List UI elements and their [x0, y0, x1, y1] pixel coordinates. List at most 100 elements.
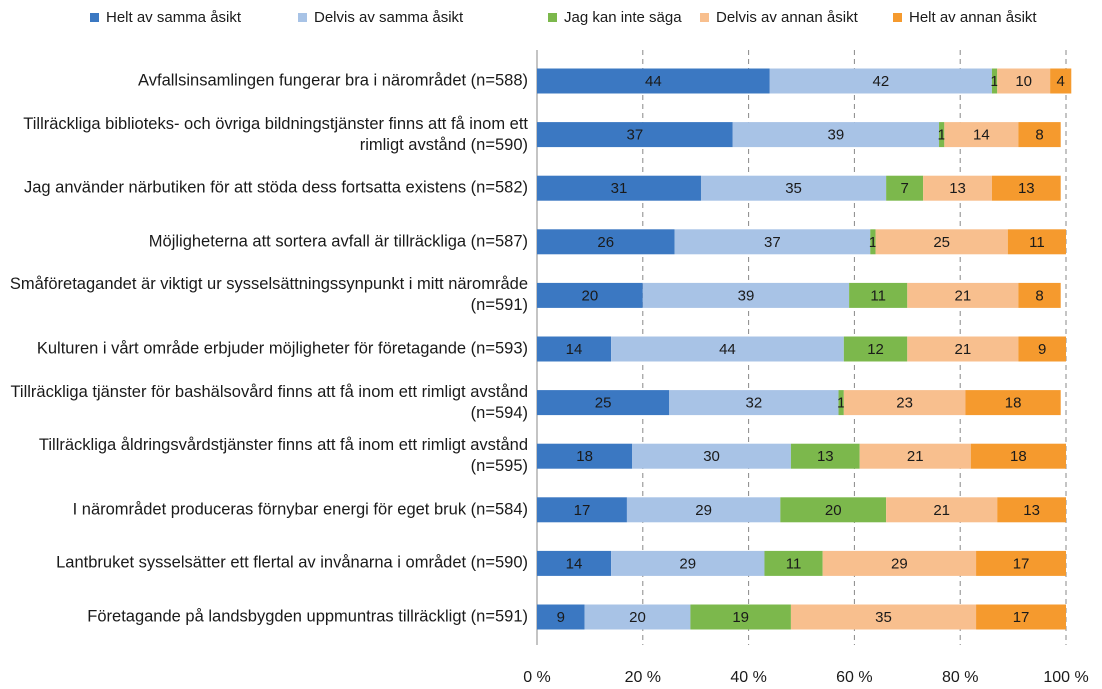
bar-segment — [537, 497, 627, 523]
data-label: 13 — [949, 180, 966, 197]
data-label: 42 — [873, 73, 890, 90]
bar-segment — [923, 175, 992, 201]
bar-segment — [939, 122, 945, 148]
category-label: Småföretagandet är viktigt ur sysselsätt… — [9, 275, 528, 315]
data-label: 37 — [627, 127, 644, 144]
data-label: 9 — [557, 609, 565, 626]
bar-segment — [611, 336, 844, 362]
data-label: 8 — [1035, 127, 1043, 144]
data-label: 21 — [955, 287, 972, 304]
data-label: 44 — [645, 73, 662, 90]
data-label: 14 — [973, 127, 990, 144]
bar-segment — [537, 175, 701, 201]
bar-segment — [970, 443, 1066, 469]
bar-segment — [1050, 68, 1072, 94]
data-label: 7 — [900, 180, 908, 197]
data-label: 21 — [933, 502, 950, 519]
legend-label: Helt av annan åsikt — [909, 9, 1037, 26]
bar-segment — [584, 604, 691, 630]
bar-segment — [537, 68, 770, 94]
data-label: 11 — [1029, 234, 1045, 251]
data-label: 39 — [738, 287, 755, 304]
data-label: 29 — [891, 555, 908, 572]
category-label: Tillräckliga biblioteks- och övriga bild… — [23, 114, 528, 154]
data-label: 12 — [867, 341, 884, 358]
data-label: 29 — [695, 502, 712, 519]
bar-segment — [537, 443, 633, 469]
data-label: 32 — [746, 395, 763, 412]
bar-segment — [1018, 282, 1061, 308]
bar-segment — [997, 68, 1051, 94]
bar-segment — [780, 497, 887, 523]
bar-segment — [790, 443, 860, 469]
bar-segment — [965, 390, 1061, 416]
bar-segment — [1018, 336, 1066, 362]
legend-swatch — [893, 13, 902, 22]
data-label: 39 — [828, 127, 845, 144]
data-label: 31 — [611, 180, 628, 197]
data-label: 18 — [576, 448, 593, 465]
data-label: 26 — [597, 234, 614, 251]
bar-segment — [1007, 229, 1066, 255]
data-label: 4 — [1057, 73, 1065, 90]
data-label: 35 — [875, 609, 892, 626]
data-label: 13 — [817, 448, 834, 465]
data-label: 44 — [719, 341, 736, 358]
data-label: 1 — [869, 234, 877, 251]
bar-segment — [870, 229, 876, 255]
data-label: 35 — [785, 180, 802, 197]
data-label: 13 — [1018, 180, 1035, 197]
bar-segment — [822, 550, 977, 576]
bar-segment — [790, 604, 977, 630]
legend-label: Delvis av annan åsikt — [716, 9, 859, 26]
bar-segment — [674, 229, 871, 255]
bar-segment — [886, 175, 924, 201]
data-label: 17 — [1013, 555, 1030, 572]
bar-segment — [669, 390, 839, 416]
bar-segment — [849, 282, 908, 308]
data-label: 11 — [870, 287, 886, 304]
legend-swatch — [548, 13, 557, 22]
bar-segment — [537, 550, 612, 576]
bar-segment — [843, 390, 966, 416]
x-tick-label: 60 % — [836, 669, 872, 686]
data-label: 18 — [1010, 448, 1027, 465]
data-label: 20 — [629, 609, 646, 626]
bar-segment — [976, 550, 1066, 576]
bar-segment — [632, 443, 791, 469]
legend-swatch — [90, 13, 99, 22]
data-label: 23 — [896, 395, 913, 412]
data-label: 25 — [595, 395, 612, 412]
data-label: 1 — [837, 395, 845, 412]
bar-segment — [907, 282, 1019, 308]
data-label: 8 — [1035, 287, 1043, 304]
bar-segment — [537, 604, 585, 630]
data-label: 18 — [1005, 395, 1022, 412]
bar-segment — [944, 122, 1019, 148]
bar-segment — [537, 336, 612, 362]
category-label: Avfallsinsamlingen fungerar bra i näromr… — [138, 71, 528, 90]
data-label: 14 — [566, 341, 583, 358]
bar-segment — [642, 282, 850, 308]
data-label: 1 — [938, 127, 946, 144]
bar-segment — [875, 229, 1008, 255]
data-label: 19 — [732, 609, 749, 626]
bar-segment — [537, 122, 733, 148]
data-label: 21 — [907, 448, 924, 465]
category-label: Tillräckliga åldringsvårdstjänster finns… — [38, 436, 528, 476]
bar-segment — [838, 390, 844, 416]
bar-segment — [611, 550, 765, 576]
category-label: Tillräckliga tjänster för bashälsovård f… — [10, 382, 528, 422]
data-label: 37 — [764, 234, 781, 251]
bar-segment — [1018, 122, 1061, 148]
data-label: 17 — [1013, 609, 1030, 626]
bar-segment — [537, 229, 675, 255]
x-tick-label: 80 % — [942, 669, 978, 686]
bar-segment — [886, 497, 998, 523]
bar-segment — [843, 336, 908, 362]
data-label: 17 — [574, 502, 591, 519]
bar-segment — [991, 175, 1061, 201]
data-label: 21 — [955, 341, 972, 358]
data-label: 1 — [990, 73, 998, 90]
